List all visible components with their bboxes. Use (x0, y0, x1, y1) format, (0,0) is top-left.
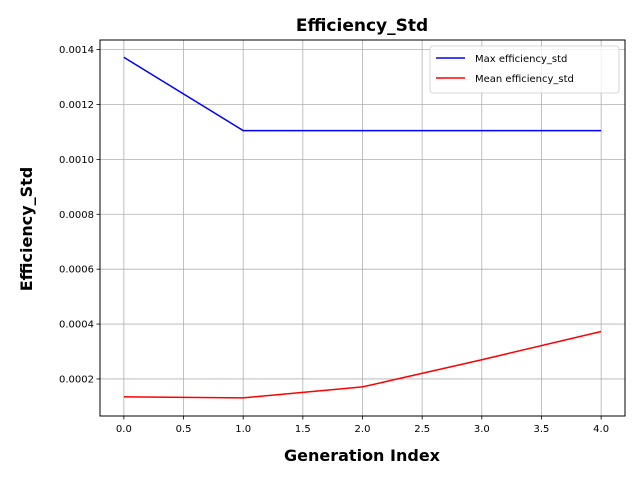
series-line (123, 56, 602, 132)
x-axis-title: Generation Index (284, 446, 441, 465)
series-layer (123, 56, 602, 399)
y-tick-label: 0.0008 (59, 210, 94, 221)
x-tick-label: 0.5 (176, 424, 192, 435)
x-tick-label: 4.0 (593, 424, 609, 435)
y-axis-title: Efficiency_Std (17, 167, 36, 292)
y-tick-label: 0.0002 (59, 374, 94, 385)
series-line (123, 330, 602, 399)
y-tick-label: 0.0012 (59, 100, 94, 111)
legend-label: Max efficiency_std (475, 54, 567, 65)
legend: Max efficiency_std Mean efficiency_std (429, 45, 620, 94)
grid (100, 40, 625, 416)
legend-box (429, 45, 620, 94)
ticks: 0.0 0.5 1.0 1.5 2.0 2.5 3.0 3.5 4.0 0.0002 0.0004 0… (59, 45, 609, 435)
x-tick-label: 2.5 (414, 424, 430, 435)
y-tick-label: 0.0014 (59, 45, 94, 56)
x-tick-label: 1.0 (235, 424, 251, 435)
x-tick-label: 2.0 (355, 424, 371, 435)
chart-title: Efficiency_Std (296, 16, 428, 36)
x-tick-label: 0.0 (116, 424, 132, 435)
x-tick-label: 3.0 (474, 424, 490, 435)
y-tick-label: 0.0006 (59, 265, 94, 276)
y-tick-label: 0.0010 (59, 155, 94, 166)
x-tick-label: 3.5 (534, 424, 550, 435)
y-tick-label: 0.0004 (59, 320, 94, 331)
legend-label: Mean efficiency_std (475, 74, 574, 85)
x-tick-label: 1.5 (295, 424, 311, 435)
